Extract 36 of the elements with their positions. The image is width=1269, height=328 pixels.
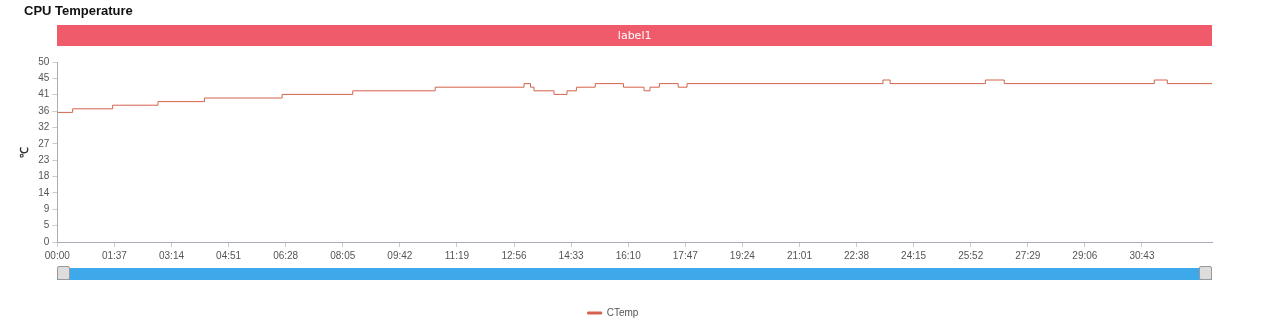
y-tick-label: 41 <box>38 88 50 100</box>
y-axis-title: ℃ <box>17 146 30 158</box>
x-tick-label: 03:14 <box>158 249 185 261</box>
x-tick-label: 22:38 <box>844 249 870 261</box>
x-tick-label: 11:19 <box>444 249 470 261</box>
x-tick-label: 16:10 <box>615 249 642 261</box>
x-tick-label: 09:42 <box>387 249 413 261</box>
x-tick-label: 27:29 <box>1015 249 1041 261</box>
y-tick-label: 23 <box>38 153 50 165</box>
y-tick-label: 32 <box>38 121 50 133</box>
x-tick-label: 17:47 <box>672 249 699 261</box>
y-tick-label: 0 <box>43 235 50 247</box>
y-tick-label: 9 <box>43 203 50 215</box>
y-tick-label: 50 <box>38 55 50 67</box>
label-banner: label1 <box>57 25 1212 46</box>
x-tick-label: 12:56 <box>501 249 527 261</box>
y-tick-label: 14 <box>38 186 50 198</box>
legend-label: CTemp <box>606 306 639 318</box>
y-tick-label: 18 <box>38 170 50 182</box>
x-tick-label: 01:37 <box>101 249 128 261</box>
y-tick-label: 5 <box>43 219 50 231</box>
x-tick-label: 29:06 <box>1072 249 1098 261</box>
x-tick-label: 21:01 <box>786 249 813 261</box>
x-tick-label: 30:43 <box>1129 249 1155 261</box>
x-tick-label: 14:33 <box>558 249 585 261</box>
y-tick-label: 36 <box>38 104 50 116</box>
x-tick-label: 25:52 <box>958 249 984 261</box>
chart-title: CPU Temperature <box>24 3 133 18</box>
y-tick-label: 27 <box>38 137 50 149</box>
y-tick-label: 45 <box>38 72 50 84</box>
x-tick-label: 00:00 <box>44 249 71 261</box>
x-tick-label: 19:24 <box>729 249 756 261</box>
x-tick-label: 04:51 <box>216 249 242 261</box>
x-tick-label: 06:28 <box>273 249 299 261</box>
x-tick-label: 08:05 <box>330 249 356 261</box>
x-tick-label: 24:15 <box>901 249 927 261</box>
